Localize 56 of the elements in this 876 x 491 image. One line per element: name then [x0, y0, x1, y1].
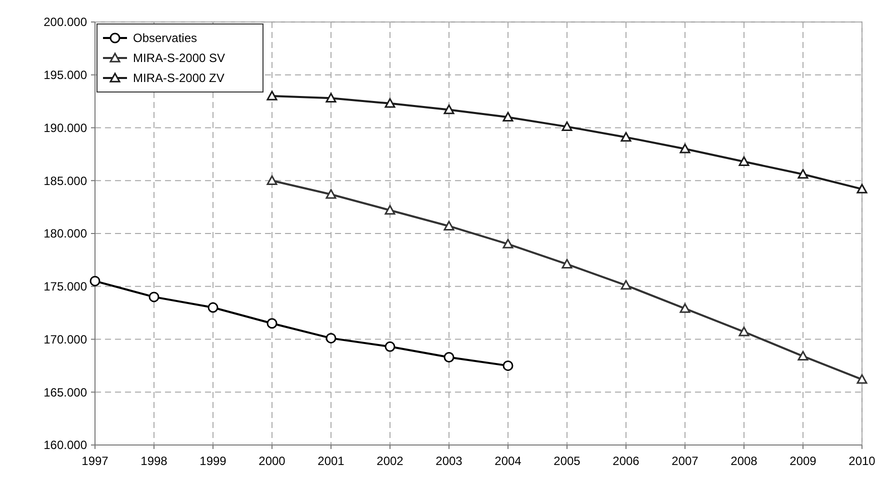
x-tick-label: 2007	[672, 454, 699, 468]
y-tick-label: 160.000	[44, 438, 88, 452]
point	[148, 292, 160, 302]
point	[326, 92, 336, 102]
y-tick-label: 165.000	[44, 385, 88, 400]
point	[384, 341, 396, 352]
point	[502, 238, 514, 248]
point	[384, 204, 396, 215]
point	[502, 360, 514, 371]
point	[266, 318, 278, 329]
point	[384, 98, 396, 108]
point	[90, 276, 100, 286]
point	[620, 280, 632, 290]
legend-label: Observaties	[133, 31, 198, 46]
point	[856, 184, 868, 194]
point	[502, 112, 514, 122]
x-tick-label: 2000	[258, 454, 286, 468]
point	[326, 189, 336, 199]
y-tick-label: 180.000	[44, 226, 88, 241]
x-tick-label: 1998	[140, 454, 168, 468]
point	[266, 90, 278, 100]
y-tick-label: 185.000	[44, 174, 88, 188]
x-tick-label: 2001	[318, 454, 345, 468]
x-tick-label: 2002	[376, 454, 404, 468]
point	[562, 121, 572, 132]
y-tick-label: 200.000	[44, 15, 88, 30]
point	[738, 326, 750, 336]
point	[798, 350, 808, 361]
y-tick-label: 190.000	[44, 120, 88, 135]
x-tick-label: 2005	[554, 454, 581, 468]
point	[444, 220, 454, 230]
point	[444, 352, 454, 362]
x-tick-label: 1997	[82, 454, 109, 468]
x-tick-label: 1999	[200, 454, 227, 468]
legend-label: MIRA-S-2000 ZV	[133, 71, 224, 86]
point	[562, 258, 572, 269]
x-tick-label: 2004	[494, 454, 522, 468]
y-tick-label: 175.000	[44, 280, 88, 294]
point	[680, 144, 690, 154]
x-tick-label: 2006	[612, 454, 640, 468]
point	[738, 156, 750, 166]
point	[680, 303, 690, 313]
point	[326, 332, 336, 344]
point	[266, 175, 278, 185]
point	[798, 169, 808, 179]
x-tick-label: 2009	[790, 454, 817, 468]
y-tick-label: 195.000	[44, 68, 88, 82]
point	[444, 104, 454, 114]
x-tick-label: 2008	[730, 454, 758, 468]
point	[620, 132, 632, 142]
x-tick-label: 2010	[848, 454, 876, 468]
point	[208, 302, 218, 313]
y-tick-label: 170.000	[44, 332, 88, 346]
point	[856, 374, 868, 384]
legend-label: MIRA-S-2000 SV	[133, 51, 226, 66]
x-tick-label: 2003	[436, 454, 463, 468]
